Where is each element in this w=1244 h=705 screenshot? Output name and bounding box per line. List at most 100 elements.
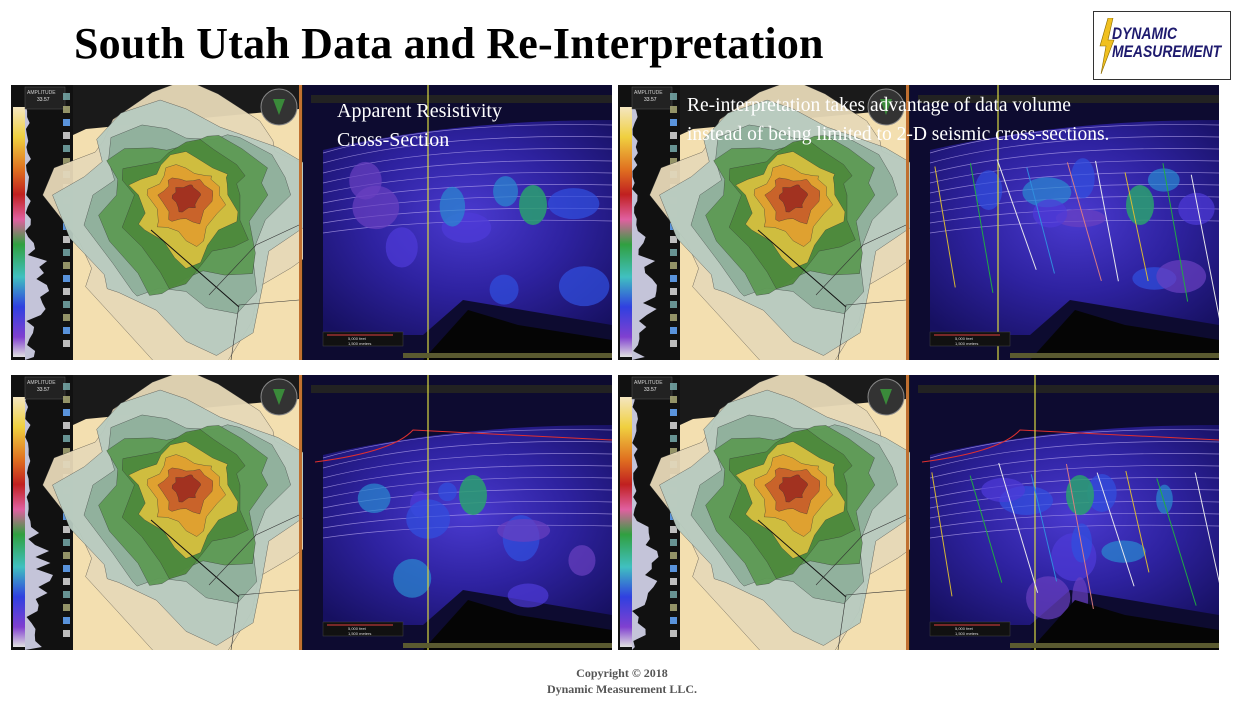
toolbar-tool-icon[interactable] [670, 435, 677, 442]
toolbar-tool-icon[interactable] [670, 604, 677, 611]
logo-line-2: MEASUREMENT [1112, 42, 1222, 61]
panel-caption-line: Apparent Resistivity [337, 100, 502, 122]
toolbar-tool-icon[interactable] [670, 409, 677, 416]
amplitude-label: AMPLITUDE [27, 380, 56, 386]
scale-meters-label: 1,500 meters [955, 631, 978, 636]
toolbar-tool-icon[interactable] [670, 314, 677, 321]
toolbar-tool-icon[interactable] [63, 145, 70, 152]
toolbar-tool-icon[interactable] [63, 340, 70, 347]
toolbar-tool-icon[interactable] [670, 630, 677, 637]
toolbar-tool-icon[interactable] [670, 158, 677, 165]
toolbar-tool-icon[interactable] [63, 262, 70, 269]
panel-caption-line: Re-interpretation takes advantage of dat… [687, 95, 1071, 116]
topographic-map [649, 85, 936, 360]
amplitude-label: AMPLITUDE [634, 380, 663, 386]
toolbar-tool-icon[interactable] [670, 132, 677, 139]
topographic-map [42, 375, 329, 650]
toolbar-tool-icon[interactable] [63, 158, 70, 165]
toolbar-tool-icon[interactable] [670, 262, 677, 269]
logo-line-1: DYNAMIC [1112, 24, 1178, 43]
toolbar-tool-icon[interactable] [670, 145, 677, 152]
toolbar-tool-icon[interactable] [63, 409, 70, 416]
toolbar-tool-icon[interactable] [670, 526, 677, 533]
company-logo: DYNAMIC MEASUREMENT [1093, 11, 1231, 80]
toolbar-tool-icon[interactable] [63, 526, 70, 533]
scale-feet-label: 5,000 feet [348, 336, 367, 341]
toolbar-tool-icon[interactable] [670, 578, 677, 585]
amplitude-value: 33.57 [644, 97, 657, 103]
toolbar-tool-icon[interactable] [63, 552, 70, 559]
toolbar-tool-icon[interactable] [63, 249, 70, 256]
toolbar-tool-icon[interactable] [670, 552, 677, 559]
toolbar-tool-icon[interactable] [670, 288, 677, 295]
toolbar-tool-icon[interactable] [670, 565, 677, 572]
toolbar-tool-icon[interactable] [670, 93, 677, 100]
scale-feet-label: 5,000 feet [348, 626, 367, 631]
toolbar-tool-icon[interactable] [670, 106, 677, 113]
toolbar-tool-icon[interactable] [670, 396, 677, 403]
scale-meters-label: 1,500 meters [955, 341, 978, 346]
toolbar-tool-icon[interactable] [63, 448, 70, 455]
toolbar-tool-icon[interactable] [63, 132, 70, 139]
toolbar-tool-icon[interactable] [63, 539, 70, 546]
toolbar-tool-icon[interactable] [670, 275, 677, 282]
copyright: Copyright © 2018 Dynamic Measurement LLC… [0, 665, 1244, 697]
toolbar-tool-icon[interactable] [63, 435, 70, 442]
toolbar-tool-icon[interactable] [63, 119, 70, 126]
toolbar-tool-icon[interactable] [63, 565, 70, 572]
scale-feet-label: 5,000 feet [955, 626, 974, 631]
toolbar-tool-icon[interactable] [670, 301, 677, 308]
toolbar-tool-icon[interactable] [63, 93, 70, 100]
copyright-line-2: Dynamic Measurement LLC. [546, 682, 698, 696]
panel-bottom-right: AMPLITUDE 33.57 5,000 feet 1,500 meters [618, 375, 1219, 650]
toolbar-tool-icon[interactable] [670, 617, 677, 624]
toolbar-tool-icon[interactable] [63, 396, 70, 403]
toolbar-tool-icon[interactable] [63, 288, 70, 295]
toolbar-tool-icon[interactable] [63, 578, 70, 585]
toolbar-tool-icon[interactable] [670, 236, 677, 243]
toolbar-tool-icon[interactable] [63, 604, 70, 611]
toolbar-tool-icon[interactable] [63, 106, 70, 113]
toolbar-tool-icon[interactable] [670, 422, 677, 429]
amplitude-label: AMPLITUDE [27, 90, 56, 96]
toolbar-tool-icon[interactable] [63, 617, 70, 624]
slide-title: South Utah Data and Re-Interpretation [74, 19, 824, 68]
toolbar-tool-icon[interactable] [63, 236, 70, 243]
toolbar-tool-icon[interactable] [670, 448, 677, 455]
toolbar-tool-icon[interactable] [670, 539, 677, 546]
toolbar-tool-icon[interactable] [63, 383, 70, 390]
copyright-line-1: Copyright © 2018 [576, 666, 668, 680]
toolbar-tool-icon[interactable] [670, 383, 677, 390]
toolbar-tool-icon[interactable] [63, 591, 70, 598]
topographic-map [649, 375, 936, 650]
toolbar-tool-icon[interactable] [670, 591, 677, 598]
scale-meters-label: 1,500 meters [348, 631, 371, 636]
panel-caption: Re-interpretation takes advantage of dat… [687, 91, 1109, 149]
panel-caption: Apparent Resistivity Cross-Section [337, 97, 502, 155]
toolbar-tool-icon[interactable] [670, 249, 677, 256]
toolbar-tool-icon[interactable] [670, 327, 677, 334]
toolbar-tool-icon[interactable] [63, 314, 70, 321]
lightning-bolt-icon [1099, 18, 1115, 74]
toolbar-tool-icon[interactable] [63, 301, 70, 308]
panel-top-right: AMPLITUDE 33.57 5,000 feet 1,500 meters Re-i… [618, 85, 1219, 360]
toolbar-tool-icon[interactable] [63, 630, 70, 637]
toolbar-tool-icon[interactable] [63, 327, 70, 334]
panel-caption-line: instead of being limited to 2-D seismic … [687, 124, 1110, 145]
toolbar-tool-icon[interactable] [670, 340, 677, 347]
toolbar-tool-icon[interactable] [63, 275, 70, 282]
topographic-map [42, 85, 329, 360]
amplitude-value: 33.57 [37, 97, 50, 103]
amplitude-value: 33.57 [644, 387, 657, 393]
amplitude-value: 33.57 [37, 387, 50, 393]
amplitude-label: AMPLITUDE [634, 90, 663, 96]
toolbar-tool-icon[interactable] [63, 422, 70, 429]
toolbar-tool-icon[interactable] [670, 119, 677, 126]
panel-bottom-left: AMPLITUDE 33.57 5,000 feet 1,500 meters [11, 375, 612, 650]
